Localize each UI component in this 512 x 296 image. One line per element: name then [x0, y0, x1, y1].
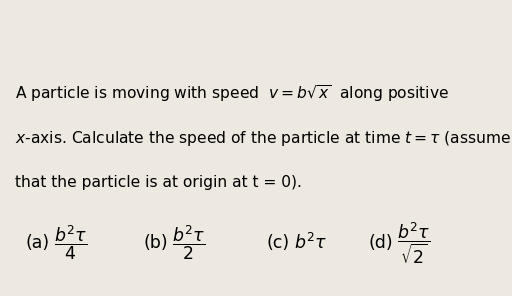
- Text: $x$-axis. Calculate the speed of the particle at time $t = \tau$ (assume: $x$-axis. Calculate the speed of the par…: [15, 129, 511, 148]
- Text: (d): (d): [369, 234, 393, 252]
- Text: (b): (b): [143, 234, 168, 252]
- Text: A particle is moving with speed  $v = b\sqrt{x}$  along positive: A particle is moving with speed $v = b\s…: [15, 83, 450, 104]
- Text: $\dfrac{b^2\tau}{\sqrt{2}}$: $\dfrac{b^2\tau}{\sqrt{2}}$: [397, 220, 430, 266]
- Text: $\dfrac{b^2\tau}{2}$: $\dfrac{b^2\tau}{2}$: [172, 223, 205, 262]
- Text: that the particle is at origin at t = 0).: that the particle is at origin at t = 0)…: [15, 175, 302, 190]
- Text: (a): (a): [26, 234, 50, 252]
- Text: $b^2\tau$: $b^2\tau$: [294, 233, 328, 253]
- Text: $\dfrac{b^2\tau}{4}$: $\dfrac{b^2\tau}{4}$: [54, 223, 87, 262]
- Text: (c): (c): [266, 234, 289, 252]
